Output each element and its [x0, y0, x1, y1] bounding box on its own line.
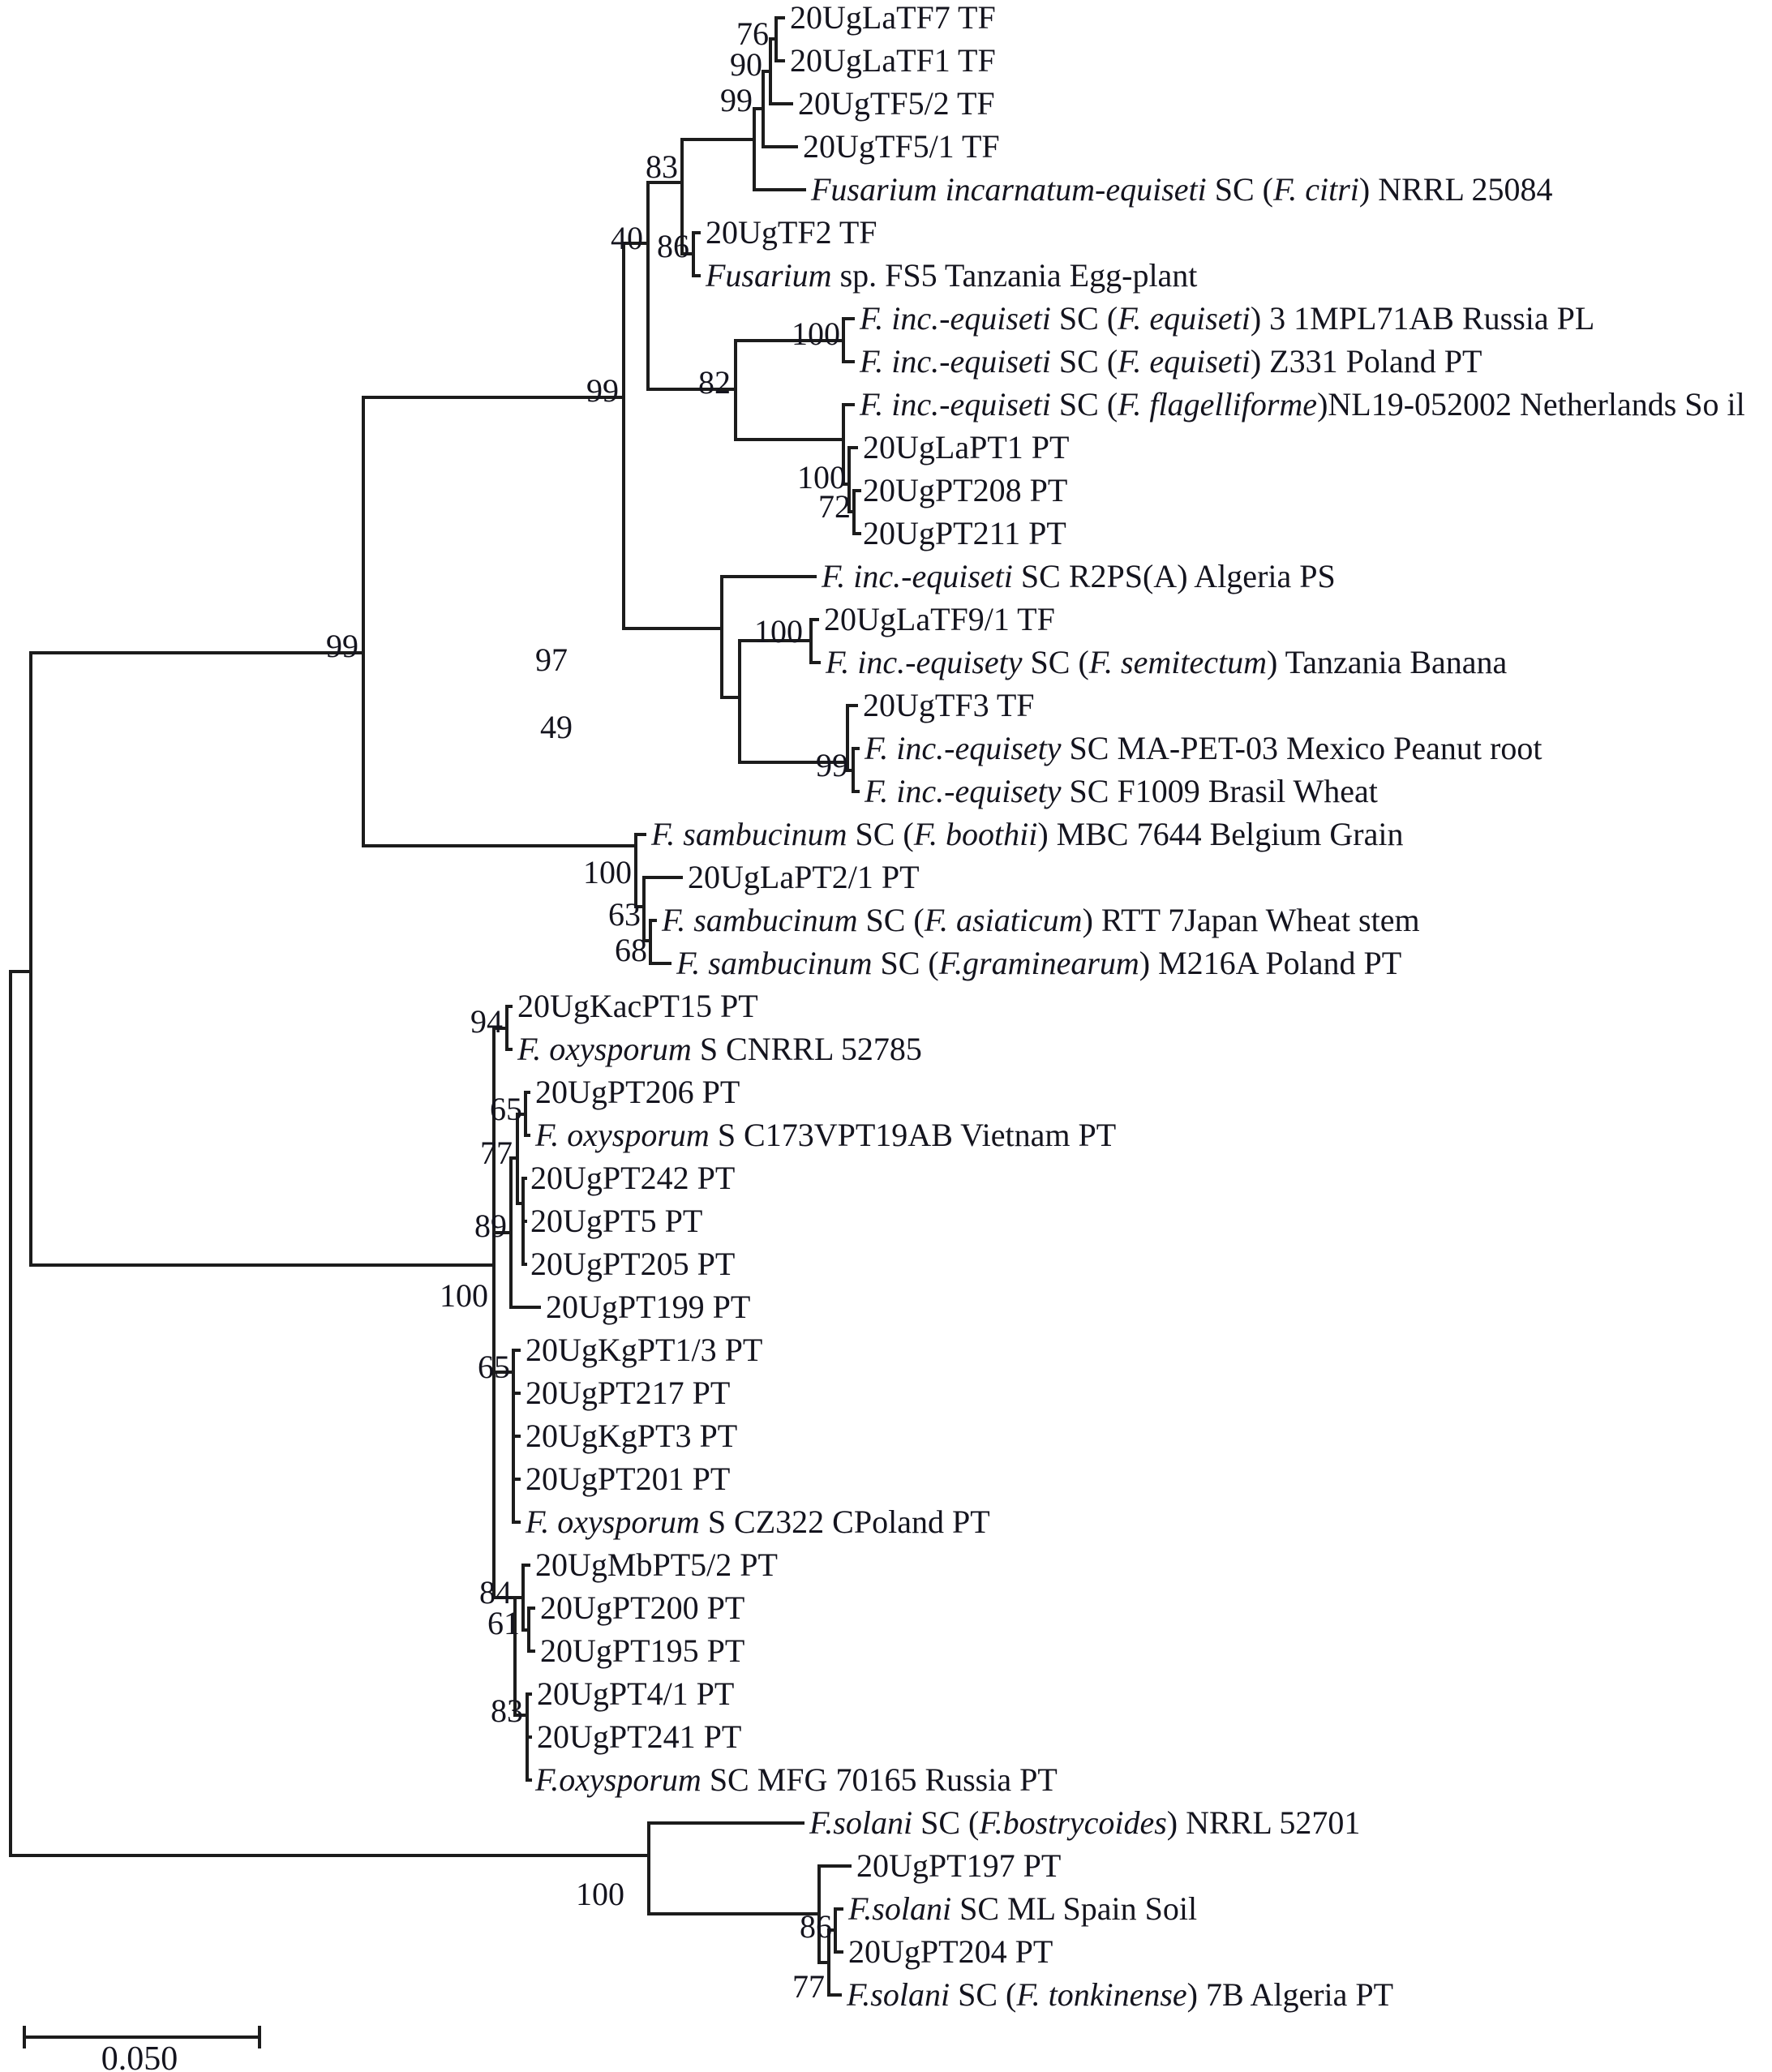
taxon-label: 20UgPT5 PT — [530, 1203, 702, 1239]
taxon-label: 20UgTF5/2 TF — [798, 85, 995, 122]
bootstrap-value: 82 — [698, 364, 731, 401]
bootstrap-value: 40 — [611, 220, 643, 256]
bootstrap-value: 68 — [615, 932, 647, 968]
bootstrap-value: 100 — [576, 1876, 624, 1912]
taxon-label: 20UgPT201 PT — [526, 1461, 730, 1497]
taxon-label: 20UgPT241 PT — [537, 1718, 741, 1755]
branches-group — [9, 16, 861, 1997]
bootstrap-value: 99 — [326, 628, 358, 664]
bootstrap-value: 97 — [535, 641, 568, 678]
bootstrap-value: 65 — [478, 1349, 510, 1385]
taxon-label: 20UgLaTF7 TF — [790, 0, 996, 36]
taxon-label: 20UgPT206 PT — [535, 1074, 740, 1110]
taxon-labels-group: 20UgLaTF7 TF 20UgLaTF1 TF 20UgTF5/2 TF 20Ug… — [517, 0, 1745, 2013]
taxon-label: F. oxysporum S CNRRL 52785 — [517, 1031, 922, 1067]
bootstrap-value: 100 — [792, 315, 840, 352]
bootstrap-value: 100 — [583, 854, 632, 890]
bootstrap-value: 84 — [479, 1574, 512, 1611]
taxon-label: 20UgTF2 TF — [706, 214, 877, 251]
taxon-label: 20UgPT242 PT — [530, 1160, 735, 1196]
bootstrap-value: 77 — [792, 1968, 825, 2005]
taxon-label: 20UgPT204 PT — [848, 1933, 1053, 1970]
bootstrap-value: 76 — [736, 15, 769, 52]
bootstrap-value: 89 — [474, 1208, 507, 1244]
bootstrap-value: 99 — [586, 372, 619, 409]
bootstrap-value: 99 — [720, 82, 753, 118]
bootstrap-value: 63 — [608, 896, 641, 933]
taxon-label: 20UgTF3 TF — [863, 687, 1035, 723]
taxon-label: F.oxysporum SC MFG 70165 Russia PT — [534, 1761, 1058, 1798]
scale-bar-label: 0.050 — [101, 2040, 178, 2072]
bootstrap-value: 100 — [440, 1277, 488, 1314]
bootstrap-value: 100 — [754, 613, 803, 650]
bootstrap-value: 77 — [480, 1135, 513, 1171]
bootstrap-value: 99 — [816, 747, 848, 783]
taxon-label: 20UgLaTF9/1 TF — [824, 601, 1055, 637]
taxon-label: 20UgKgPT3 PT — [526, 1418, 737, 1454]
taxon-label: 20UgPT197 PT — [856, 1847, 1061, 1884]
taxon-label: 20UgPT211 PT — [863, 515, 1066, 551]
taxon-label: 20UgLaPT1 PT — [863, 429, 1069, 465]
taxon-label: F.solani SC (F. tonkinense) 7B Algeria P… — [846, 1976, 1393, 2013]
taxon-label: 20UgKacPT15 PT — [517, 988, 758, 1024]
bootstrap-value: 100 — [797, 459, 846, 495]
taxon-label: 20UgKgPT1/3 PT — [526, 1332, 762, 1368]
taxon-label: 20UgPT4/1 PT — [537, 1675, 734, 1712]
scale-bar-group: 0.050 — [23, 2026, 261, 2072]
taxon-label: F. sambucinum SC (F.graminearum) M216A P… — [676, 945, 1401, 981]
taxon-label: F.solani SC (F.bostrycoides) NRRL 52701 — [809, 1804, 1360, 1841]
taxon-label: F. sambucinum SC (F. asiaticum) RTT 7Jap… — [661, 902, 1420, 938]
taxon-label: F.solani SC ML Spain Soil — [847, 1890, 1197, 1927]
bootstrap-value: 86 — [657, 228, 689, 264]
bootstrap-value: 83 — [491, 1692, 523, 1729]
taxon-label: 20UgPT205 PT — [530, 1246, 735, 1282]
bootstrap-value: 65 — [490, 1091, 522, 1127]
taxon-label: F. sambucinum SC (F. boothii) MBC 7644 B… — [650, 816, 1403, 852]
taxon-label: 20UgMbPT5/2 PT — [535, 1546, 778, 1583]
taxon-label: F. inc.-equiseti SC R2PS(A) Algeria PS — [821, 558, 1336, 594]
bootstrap-value: 86 — [800, 1908, 832, 1945]
taxon-label: 20UgPT199 PT — [546, 1289, 750, 1325]
taxon-label: 20UgPT200 PT — [540, 1589, 744, 1626]
taxon-label: 20UgPT195 PT — [540, 1632, 744, 1669]
taxon-label: Fusarium incarnatum-equiseti SC (F. citr… — [810, 171, 1552, 208]
taxon-label: F. inc.-equiseti SC (F. equiseti) Z331 P… — [859, 343, 1482, 380]
taxon-label: 20UgPT208 PT — [863, 472, 1067, 508]
taxon-label: F. inc.-equisety SC MA-PET-03 Mexico Pea… — [864, 730, 1542, 766]
taxon-label: 20UgTF5/1 TF — [803, 128, 1000, 165]
taxon-label: Fusarium sp. FS5 Tanzania Egg-plant — [705, 257, 1197, 294]
bootstrap-value: 94 — [470, 1003, 503, 1040]
taxon-label: F. inc.-equiseti SC (F. equiseti) 3 1MPL… — [859, 300, 1594, 337]
taxon-label: F. inc.-equiseti SC (F. flagelliforme)NL… — [859, 386, 1745, 423]
taxon-label: 20UgLaPT2/1 PT — [688, 859, 920, 895]
taxon-label: F. oxysporum S C173VPT19AB Vietnam PT — [534, 1117, 1116, 1153]
bootstrap-value: 61 — [487, 1605, 520, 1641]
bootstrap-value: 72 — [818, 488, 851, 525]
taxon-label: 20UgPT217 PT — [526, 1375, 730, 1411]
taxon-label: 20UgLaTF1 TF — [790, 42, 996, 79]
bootstrap-value: 49 — [540, 709, 573, 745]
taxon-label: F. inc.-equisety SC F1009 Brasil Wheat — [864, 773, 1378, 809]
taxon-label: F. inc.-equisety SC (F. semitectum) Tanz… — [825, 644, 1508, 680]
bootstrap-value: 90 — [730, 46, 762, 83]
taxon-label: F. oxysporum S CZ322 CPoland PT — [525, 1504, 990, 1540]
bootstrap-value: 83 — [646, 148, 678, 185]
